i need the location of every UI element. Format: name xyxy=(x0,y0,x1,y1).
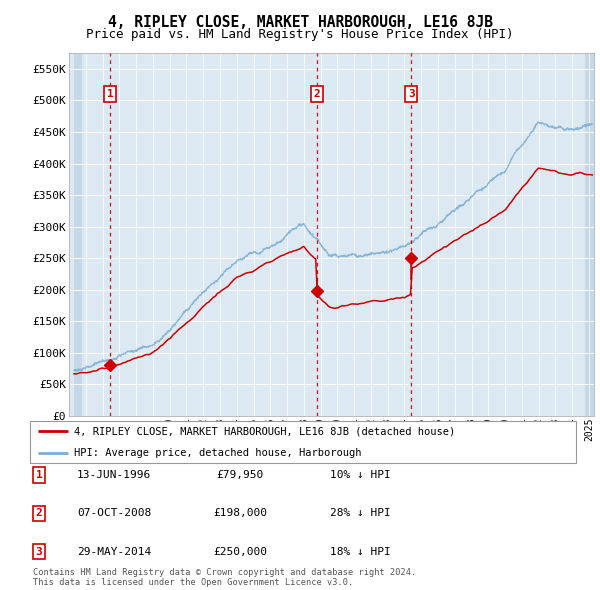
Text: HPI: Average price, detached house, Harborough: HPI: Average price, detached house, Harb… xyxy=(74,448,361,457)
Text: 4, RIPLEY CLOSE, MARKET HARBOROUGH, LE16 8JB (detached house): 4, RIPLEY CLOSE, MARKET HARBOROUGH, LE16… xyxy=(74,427,455,436)
Text: 4, RIPLEY CLOSE, MARKET HARBOROUGH, LE16 8JB: 4, RIPLEY CLOSE, MARKET HARBOROUGH, LE16… xyxy=(107,15,493,30)
Text: 2: 2 xyxy=(313,89,320,99)
Text: 28% ↓ HPI: 28% ↓ HPI xyxy=(329,509,391,518)
Text: 10% ↓ HPI: 10% ↓ HPI xyxy=(329,470,391,480)
Text: 2: 2 xyxy=(35,509,43,518)
Text: 18% ↓ HPI: 18% ↓ HPI xyxy=(329,547,391,556)
Text: 3: 3 xyxy=(408,89,415,99)
Bar xyxy=(74,53,82,416)
Text: 1: 1 xyxy=(107,89,113,99)
Text: 1: 1 xyxy=(35,470,43,480)
Bar xyxy=(585,53,594,416)
Text: 07-OCT-2008: 07-OCT-2008 xyxy=(77,509,151,518)
Text: 13-JUN-1996: 13-JUN-1996 xyxy=(77,470,151,480)
Text: £79,950: £79,950 xyxy=(217,470,263,480)
Text: Price paid vs. HM Land Registry's House Price Index (HPI): Price paid vs. HM Land Registry's House … xyxy=(86,28,514,41)
Text: 3: 3 xyxy=(35,547,43,556)
Text: £198,000: £198,000 xyxy=(213,509,267,518)
Text: £250,000: £250,000 xyxy=(213,547,267,556)
Text: 29-MAY-2014: 29-MAY-2014 xyxy=(77,547,151,556)
FancyBboxPatch shape xyxy=(30,421,576,463)
Text: Contains HM Land Registry data © Crown copyright and database right 2024.
This d: Contains HM Land Registry data © Crown c… xyxy=(33,568,416,587)
